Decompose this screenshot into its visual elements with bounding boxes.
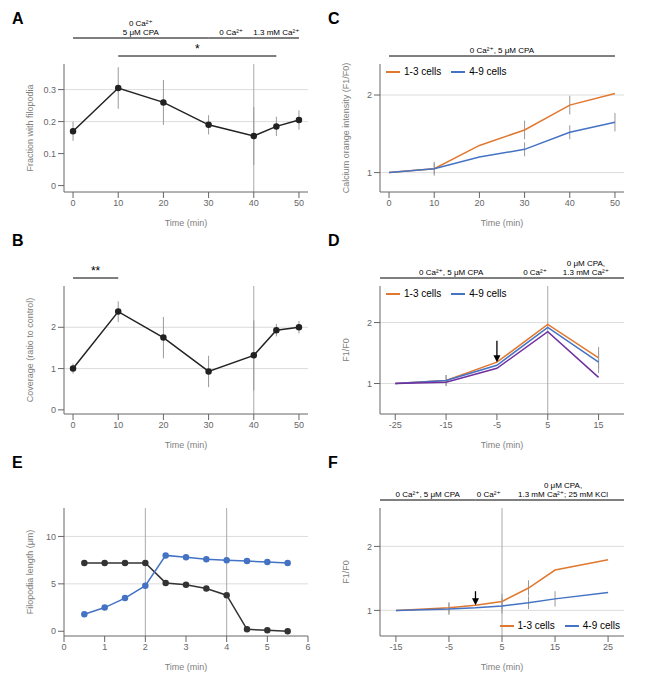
svg-text:0 Ca²⁺: 0 Ca²⁺ (219, 28, 243, 37)
svg-text:-5: -5 (445, 642, 453, 652)
svg-text:-15: -15 (389, 642, 402, 652)
svg-text:0 μM CPA,1.3 mM Ca²⁺: 0 μM CPA,1.3 mM Ca²⁺ (563, 259, 609, 277)
svg-text:0: 0 (71, 198, 76, 208)
svg-text:Time (min): Time (min) (165, 440, 208, 450)
svg-text:1.3 mM Ca²⁺: 1.3 mM Ca²⁺ (253, 28, 299, 37)
svg-text:2: 2 (143, 642, 148, 652)
svg-text:6: 6 (305, 642, 310, 652)
svg-text:10: 10 (113, 420, 123, 430)
svg-text:0.3: 0.3 (43, 85, 56, 95)
svg-text:5: 5 (499, 642, 504, 652)
svg-text:15: 15 (550, 642, 560, 652)
svg-text:40: 40 (249, 198, 259, 208)
svg-text:**: ** (91, 264, 101, 278)
html-text:4-9 cells: 4-9 cells (469, 66, 507, 77)
svg-text:15: 15 (594, 420, 604, 430)
svg-text:Calcium orange intensity (F1/F: Calcium orange intensity (F1/F0) (341, 63, 351, 194)
svg-text:0 Ca²⁺, 5 μM CPA: 0 Ca²⁺, 5 μM CPA (470, 46, 535, 55)
svg-text:-15: -15 (440, 420, 453, 430)
html-text:1-3 cells: 1-3 cells (517, 620, 555, 631)
svg-text:0 μM CPA,1.3 mM Ca²⁺; 25 mM KC: 0 μM CPA,1.3 mM Ca²⁺; 25 mM KCl (518, 481, 608, 499)
svg-text:50: 50 (294, 198, 304, 208)
html-text:4-9 cells: 4-9 cells (469, 288, 507, 299)
svg-text:-25: -25 (389, 420, 402, 430)
svg-text:0 Ca²⁺, 5 μM CPA: 0 Ca²⁺, 5 μM CPA (396, 490, 461, 499)
svg-text:20: 20 (474, 198, 484, 208)
svg-text:1: 1 (367, 379, 372, 389)
svg-text:5: 5 (545, 420, 550, 430)
svg-text:50: 50 (294, 420, 304, 430)
svg-text:Coverage (ratio to control): Coverage (ratio to control) (25, 298, 35, 403)
svg-text:30: 30 (520, 198, 530, 208)
svg-text:Time (min): Time (min) (481, 218, 524, 228)
svg-text:2: 2 (367, 90, 372, 100)
html-text:F: F (328, 454, 338, 471)
html-text:1-3 cells: 1-3 cells (404, 66, 442, 77)
html-text:D: D (328, 232, 340, 249)
svg-text:40: 40 (249, 420, 259, 430)
svg-text:F1/F0: F1/F0 (341, 560, 351, 584)
svg-text:20: 20 (158, 420, 168, 430)
svg-text:0 Ca²⁺: 0 Ca²⁺ (477, 490, 501, 499)
html-text:4-9 cells: 4-9 cells (582, 620, 620, 631)
svg-text:0.2: 0.2 (43, 117, 56, 127)
svg-text:0 Ca²⁺: 0 Ca²⁺ (523, 268, 547, 277)
svg-text:10: 10 (113, 198, 123, 208)
svg-text:2: 2 (51, 322, 56, 332)
svg-text:Time (min): Time (min) (481, 662, 524, 672)
svg-text:20: 20 (158, 198, 168, 208)
html-text:C: C (328, 10, 340, 27)
html-text:E: E (12, 454, 23, 471)
svg-text:25: 25 (603, 642, 613, 652)
svg-text:*: * (195, 42, 200, 56)
html-text:1-3 cells: 1-3 cells (404, 288, 442, 299)
svg-text:5: 5 (51, 579, 56, 589)
svg-text:Fraction with filopodia: Fraction with filopodia (25, 84, 35, 171)
svg-text:0: 0 (51, 405, 56, 415)
svg-text:1: 1 (51, 364, 56, 374)
svg-text:4: 4 (224, 642, 229, 652)
svg-text:0: 0 (387, 198, 392, 208)
svg-text:2: 2 (367, 542, 372, 552)
svg-text:30: 30 (204, 420, 214, 430)
svg-text:Time (min): Time (min) (165, 218, 208, 228)
svg-text:0: 0 (51, 181, 56, 191)
svg-text:0: 0 (71, 420, 76, 430)
svg-text:0: 0 (61, 642, 66, 652)
svg-text:-5: -5 (493, 420, 501, 430)
svg-text:0: 0 (51, 626, 56, 636)
svg-text:1: 1 (367, 168, 372, 178)
svg-text:1: 1 (367, 606, 372, 616)
svg-text:30: 30 (204, 198, 214, 208)
svg-text:0 Ca²⁺, 5 μM CPA: 0 Ca²⁺, 5 μM CPA (419, 268, 484, 277)
html-text:A: A (12, 10, 24, 27)
svg-text:3: 3 (183, 642, 188, 652)
svg-text:2: 2 (367, 318, 372, 328)
svg-text:10: 10 (46, 532, 56, 542)
svg-text:40: 40 (565, 198, 575, 208)
svg-text:F1/F0: F1/F0 (341, 338, 351, 362)
html-text:B: B (12, 232, 24, 249)
svg-text:1: 1 (102, 642, 107, 652)
svg-text:0 Ca²⁺5 μM CPA: 0 Ca²⁺5 μM CPA (123, 19, 160, 37)
svg-text:5: 5 (265, 642, 270, 652)
svg-text:0.1: 0.1 (43, 149, 56, 159)
svg-text:Time (min): Time (min) (481, 440, 524, 450)
svg-text:50: 50 (610, 198, 620, 208)
svg-text:Time (min): Time (min) (165, 662, 208, 672)
svg-text:Filopodia length (μm): Filopodia length (μm) (25, 530, 35, 615)
svg-text:10: 10 (429, 198, 439, 208)
